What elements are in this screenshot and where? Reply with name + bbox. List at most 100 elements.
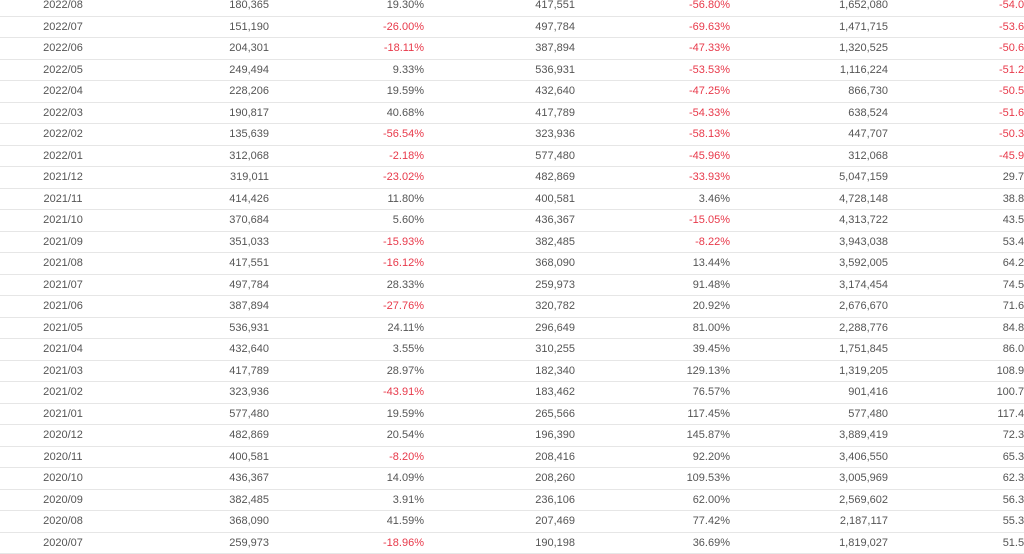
cumulative-cell: 3,592,005 — [734, 252, 892, 275]
cumulative-change-cell: 100.75% — [892, 381, 1024, 404]
value-b-cell: 497,784 — [428, 16, 579, 38]
month-cell: 2021/02 — [0, 381, 98, 404]
change-a-cell: -18.11% — [273, 37, 428, 60]
value-a-cell: 190,817 — [98, 102, 273, 124]
month-cell: 2021/04 — [0, 338, 98, 361]
cumulative-cell: 1,471,715 — [734, 16, 892, 38]
table-row: 2021/04 432,640 3.55% 310,255 39.45% 1,751,84… — [0, 338, 1024, 361]
cumulative-change-cell: -51.60% — [892, 102, 1024, 124]
table-row: 2022/08 180,365 19.30% 417,551 -56.80% 1,652,… — [0, 0, 1024, 17]
cumulative-change-cell: 117.45% — [892, 403, 1024, 425]
value-b-cell: 236,106 — [428, 489, 579, 511]
change-b-cell: -54.33% — [579, 102, 734, 124]
month-cell: 2022/07 — [0, 16, 98, 38]
month-cell: 2022/06 — [0, 37, 98, 60]
change-b-cell: 39.45% — [579, 338, 734, 361]
month-cell: 2021/06 — [0, 295, 98, 318]
value-b-cell: 387,894 — [428, 37, 579, 60]
table-row: 2020/12 482,869 20.54% 196,390 145.87% 3,889,… — [0, 424, 1024, 447]
value-a-cell: 180,365 — [98, 0, 273, 17]
cumulative-change-cell: 64.23% — [892, 252, 1024, 275]
value-a-cell: 368,090 — [98, 510, 273, 533]
value-a-cell: 497,784 — [98, 274, 273, 296]
change-a-cell: 3.55% — [273, 338, 428, 361]
value-b-cell: 400,581 — [428, 188, 579, 210]
value-b-cell: 208,416 — [428, 446, 579, 468]
table-row: 2021/03 417,789 28.97% 182,340 129.13% 1,319,… — [0, 360, 1024, 382]
table-row: 2021/12 319,011 -23.02% 482,869 -33.93% 5,047… — [0, 166, 1024, 189]
table-row: 2021/02 323,936 -43.91% 183,462 76.57% 901,41… — [0, 381, 1024, 404]
change-b-cell: 109.53% — [579, 467, 734, 490]
cumulative-change-cell: 72.35% — [892, 424, 1024, 447]
table-row: 2022/01 312,068 -2.18% 577,480 -45.96% 312,06… — [0, 145, 1024, 167]
cumulative-change-cell: 53.45% — [892, 231, 1024, 253]
change-a-cell: 9.33% — [273, 59, 428, 81]
change-b-cell: 76.57% — [579, 381, 734, 404]
value-b-cell: 382,485 — [428, 231, 579, 253]
change-b-cell: -8.22% — [579, 231, 734, 253]
value-a-cell: 249,494 — [98, 59, 273, 81]
value-b-cell: 436,367 — [428, 209, 579, 232]
change-a-cell: -27.76% — [273, 295, 428, 318]
change-b-cell: 77.42% — [579, 510, 734, 533]
change-a-cell: 5.60% — [273, 209, 428, 232]
value-b-cell: 417,789 — [428, 102, 579, 124]
value-b-cell: 310,255 — [428, 338, 579, 361]
value-b-cell: 207,469 — [428, 510, 579, 533]
change-b-cell: -56.80% — [579, 0, 734, 17]
value-a-cell: 387,894 — [98, 295, 273, 318]
month-cell: 2021/01 — [0, 403, 98, 425]
value-a-cell: 432,640 — [98, 338, 273, 361]
change-a-cell: 28.33% — [273, 274, 428, 296]
value-b-cell: 259,973 — [428, 274, 579, 296]
value-b-cell: 296,649 — [428, 317, 579, 339]
change-b-cell: 36.69% — [579, 532, 734, 554]
month-cell: 2021/07 — [0, 274, 98, 296]
month-cell: 2021/09 — [0, 231, 98, 253]
value-a-cell: 259,973 — [98, 532, 273, 554]
change-a-cell: 3.91% — [273, 489, 428, 511]
month-cell: 2020/11 — [0, 446, 98, 468]
change-a-cell: 41.59% — [273, 510, 428, 533]
change-a-cell: -2.18% — [273, 145, 428, 167]
cumulative-change-cell: 38.80% — [892, 188, 1024, 210]
value-a-cell: 228,206 — [98, 80, 273, 103]
cumulative-cell: 1,652,080 — [734, 0, 892, 17]
value-b-cell: 182,340 — [428, 360, 579, 382]
change-a-cell: 14.09% — [273, 467, 428, 490]
change-b-cell: -69.63% — [579, 16, 734, 38]
month-cell: 2021/12 — [0, 166, 98, 189]
value-a-cell: 319,011 — [98, 166, 273, 189]
change-a-cell: -26.00% — [273, 16, 428, 38]
value-a-cell: 370,684 — [98, 209, 273, 232]
cumulative-change-cell: 56.33% — [892, 489, 1024, 511]
month-cell: 2022/02 — [0, 123, 98, 146]
value-b-cell: 265,566 — [428, 403, 579, 425]
cumulative-cell: 1,819,027 — [734, 532, 892, 554]
change-a-cell: 28.97% — [273, 360, 428, 382]
cumulative-change-cell: -45.96% — [892, 145, 1024, 167]
table-row: 2021/08 417,551 -16.12% 368,090 13.44% 3,592,… — [0, 252, 1024, 275]
month-cell: 2022/05 — [0, 59, 98, 81]
cumulative-change-cell: 55.38% — [892, 510, 1024, 533]
value-a-cell: 151,190 — [98, 16, 273, 38]
month-cell: 2020/07 — [0, 532, 98, 554]
cumulative-cell: 1,320,525 — [734, 37, 892, 60]
value-a-cell: 204,301 — [98, 37, 273, 60]
month-cell: 2020/12 — [0, 424, 98, 447]
cumulative-cell: 3,005,969 — [734, 467, 892, 490]
change-b-cell: -45.96% — [579, 145, 734, 167]
cumulative-change-cell: 84.84% — [892, 317, 1024, 339]
month-cell: 2021/05 — [0, 317, 98, 339]
change-a-cell: 19.59% — [273, 403, 428, 425]
cumulative-change-cell: -54.01% — [892, 0, 1024, 17]
table-row: 2022/03 190,817 40.68% 417,789 -54.33% 638,52… — [0, 102, 1024, 124]
change-b-cell: -47.33% — [579, 37, 734, 60]
cumulative-change-cell: -53.64% — [892, 16, 1024, 38]
change-b-cell: -15.05% — [579, 209, 734, 232]
cumulative-change-cell: -51.23% — [892, 59, 1024, 81]
cumulative-change-cell: -50.52% — [892, 80, 1024, 103]
cumulative-cell: 1,751,845 — [734, 338, 892, 361]
value-a-cell: 482,869 — [98, 424, 273, 447]
value-a-cell: 323,936 — [98, 381, 273, 404]
